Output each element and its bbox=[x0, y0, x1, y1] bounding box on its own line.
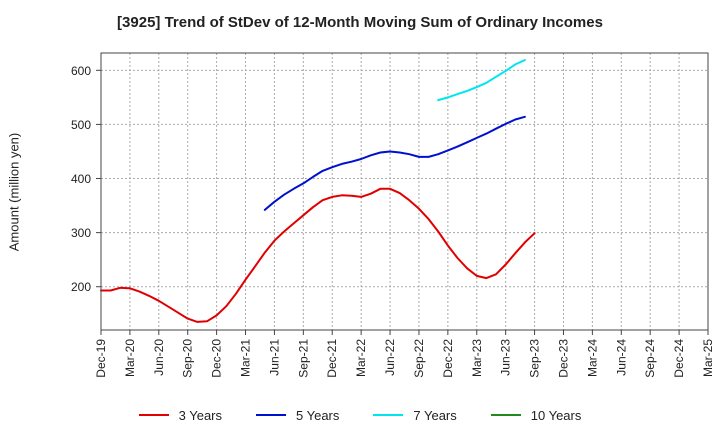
x-tick-label: Sep-23 bbox=[528, 339, 542, 378]
legend-swatch bbox=[373, 414, 404, 416]
series-line-5-years bbox=[263, 115, 526, 211]
legend-swatch bbox=[490, 414, 521, 416]
x-tick-label: Sep-22 bbox=[412, 339, 426, 378]
y-axis-ticks: 200 300 400 500 600 bbox=[71, 64, 101, 294]
x-tick-label: Mar-20 bbox=[123, 339, 137, 377]
x-tick-label: Jun-22 bbox=[383, 339, 397, 376]
x-tick-label: Mar-22 bbox=[354, 339, 368, 377]
legend-label: 10 Years bbox=[530, 407, 582, 423]
x-tick-label: Dec-22 bbox=[441, 339, 455, 378]
legend-item: 10 Years bbox=[490, 407, 582, 423]
y-tick-label: 500 bbox=[71, 118, 91, 132]
x-tick-label: Sep-24 bbox=[643, 339, 657, 378]
legend-label: 5 Years bbox=[296, 407, 340, 423]
x-tick-label: Dec-19 bbox=[94, 339, 108, 378]
x-tick-label: Dec-23 bbox=[556, 339, 570, 378]
legend-item: 5 Years bbox=[256, 408, 339, 423]
plot-frame bbox=[100, 52, 709, 331]
y-tick-label: 200 bbox=[71, 280, 91, 294]
x-tick-label: Jun-20 bbox=[152, 339, 166, 376]
x-tick-label: Dec-21 bbox=[325, 339, 339, 378]
x-tick-label: Sep-21 bbox=[296, 339, 310, 378]
legend-label: 3 Years bbox=[178, 407, 222, 423]
x-tick-label: Jun-23 bbox=[499, 339, 513, 376]
gridlines bbox=[101, 53, 708, 330]
series-line-3-years bbox=[100, 187, 536, 323]
x-axis-ticks: Dec-19 Mar-20 Jun-20 Sep-20 Dec-20 Mar-21 Jun-… bbox=[94, 330, 715, 378]
x-tick-label: Jun-24 bbox=[614, 339, 628, 376]
x-tick-label: Mar-25 bbox=[701, 339, 715, 377]
x-tick-label: Jun-21 bbox=[267, 339, 281, 376]
series-layer bbox=[100, 59, 536, 323]
legend-item: 7 Years bbox=[373, 407, 457, 423]
y-tick-label: 300 bbox=[71, 226, 91, 240]
legend-swatch bbox=[138, 414, 169, 416]
chart-title: [3925] Trend of StDev of 12-Month Moving… bbox=[117, 14, 603, 31]
y-tick-label: 600 bbox=[71, 64, 91, 78]
x-tick-label: Sep-20 bbox=[181, 339, 195, 378]
x-tick-label: Mar-21 bbox=[239, 339, 253, 377]
legend-swatch bbox=[256, 414, 286, 416]
legend-item: 3 Years bbox=[138, 407, 222, 423]
legend-label: 7 Years bbox=[413, 407, 457, 423]
y-tick-label: 400 bbox=[71, 172, 91, 186]
x-tick-label: Mar-24 bbox=[585, 339, 599, 377]
x-tick-label: Dec-24 bbox=[672, 339, 686, 378]
plot-area bbox=[101, 53, 708, 330]
x-tick-label: Dec-20 bbox=[210, 339, 224, 378]
series-line-7-years bbox=[437, 59, 526, 102]
legend: 3 Years 5 Years 7 Years 10 Years bbox=[0, 404, 720, 426]
x-tick-label: Mar-23 bbox=[470, 339, 484, 377]
